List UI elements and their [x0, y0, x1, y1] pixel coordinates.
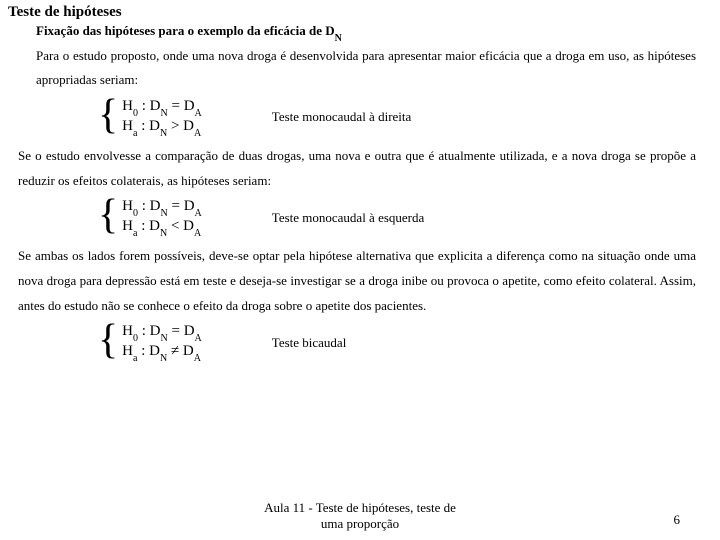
test-label-3: Teste bicaudal — [272, 335, 347, 351]
subtitle-text: Fixação das hipóteses para o exemplo da … — [36, 23, 335, 38]
ha-line: Ha : DN < DA — [122, 218, 202, 237]
ha-line: Ha : DN ≠ DA — [122, 343, 202, 362]
footer-line-2: uma proporção — [0, 516, 720, 532]
hypothesis-block-1: { H0 : DN = DA Ha : DN > DA Teste monoca… — [98, 97, 712, 138]
brace-icon: { — [98, 197, 118, 235]
test-label-2: Teste monocaudal à esquerda — [272, 210, 425, 226]
subtitle-subscript: N — [335, 33, 342, 44]
paragraph-3: Se ambas os lados forem possíveis, deve-… — [18, 244, 696, 318]
hypothesis-block-2: { H0 : DN = DA Ha : DN < DA Teste monoca… — [98, 197, 712, 238]
hypothesis-block-3: { H0 : DN = DA Ha : DN ≠ DA Teste bicaud… — [98, 322, 712, 363]
page-title: Teste de hipóteses — [8, 4, 712, 21]
paragraph-2: Se o estudo envolvesse a comparação de d… — [18, 144, 696, 193]
hypothesis-lines-1: H0 : DN = DA Ha : DN > DA — [122, 97, 202, 138]
footer: Aula 11 - Teste de hipóteses, teste de u… — [0, 500, 720, 532]
h0-line: H0 : DN = DA — [122, 323, 202, 342]
hypothesis-lines-3: H0 : DN = DA Ha : DN ≠ DA — [122, 322, 202, 363]
paragraph-1: Para o estudo proposto, onde uma nova dr… — [36, 44, 696, 93]
brace-icon: { — [98, 97, 118, 135]
test-label-1: Teste monocaudal à direita — [272, 109, 412, 125]
section-subtitle: Fixação das hipóteses para o exemplo da … — [36, 23, 712, 42]
h0-line: H0 : DN = DA — [122, 198, 202, 217]
h0-line: H0 : DN = DA — [122, 98, 202, 117]
page-number: 6 — [674, 512, 681, 528]
brace-icon: { — [98, 322, 118, 360]
footer-line-1: Aula 11 - Teste de hipóteses, teste de — [0, 500, 720, 516]
ha-line: Ha : DN > DA — [122, 118, 202, 137]
hypothesis-lines-2: H0 : DN = DA Ha : DN < DA — [122, 197, 202, 238]
